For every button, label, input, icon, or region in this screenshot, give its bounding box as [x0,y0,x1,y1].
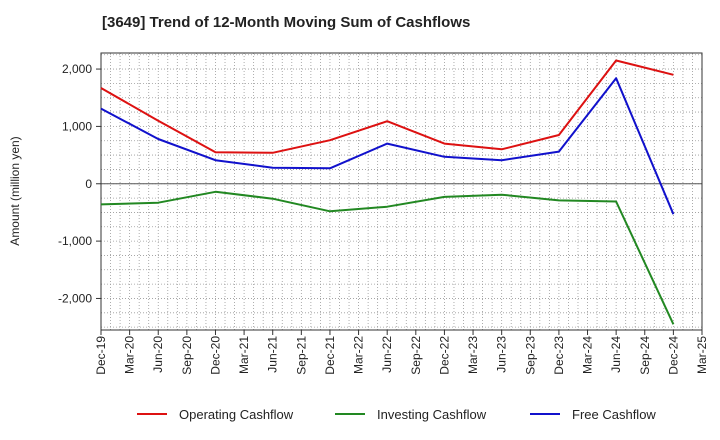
x-tick-label: Sep-22 [409,336,423,375]
investing-cashflow-line [100,190,675,325]
plot-frame [100,52,703,331]
y-tick-label: 2,000 [62,62,92,76]
x-tick-label: Sep-21 [294,336,308,375]
x-tick-label: Mar-25 [695,336,709,374]
x-tick-label: Dec-21 [323,336,337,375]
x-tick-label: Mar-20 [123,336,137,374]
x-tick-label: Jun-22 [380,336,394,373]
operating-cashflow-line [100,59,674,154]
y-tick-label: -1,000 [58,234,92,248]
y-tick-label: -2,000 [58,291,92,305]
chart-title: [3649] Trend of 12-Month Moving Sum of C… [102,14,471,31]
x-tick-label: Sep-23 [523,336,537,375]
x-tick-label: Dec-24 [666,336,680,375]
axis-layer: 2,000 1,000 0 -1,000 -2,000 Dec-19 Mar-20 Jun-2… [58,62,709,375]
x-tick-label: Jun-20 [151,336,165,373]
y-tick-label: 1,000 [62,119,92,133]
operating-cashflow-legend-label: Operating Cashflow [179,407,294,422]
x-tick-label: Mar-21 [237,336,251,374]
x-tick-label: Jun-23 [495,336,509,373]
free-cashflow-line [100,77,675,215]
series-layer [100,59,675,325]
investing-cashflow-legend-label: Investing Cashflow [377,407,487,422]
grid-layer [101,53,702,330]
y-tick-label: 0 [85,177,92,191]
free-cashflow-legend-label: Free Cashflow [572,407,656,422]
x-tick-label: Mar-23 [466,336,480,374]
x-tick-label: Mar-24 [581,336,595,374]
x-tick-label: Dec-23 [552,336,566,375]
x-tick-label: Jun-24 [609,336,623,373]
x-tick-label: Dec-20 [208,336,222,375]
x-tick-label: Sep-20 [180,336,194,375]
x-tick-label: Sep-24 [638,336,652,375]
x-tick-label: Mar-22 [352,336,366,374]
y-axis-title: Amount (million yen) [8,136,22,245]
legend: Operating Cashflow Investing Cashflow Free… [137,407,656,422]
x-tick-label: Jun-21 [266,336,280,373]
x-tick-label: Dec-19 [94,336,108,375]
x-tick-label: Dec-22 [437,336,451,375]
